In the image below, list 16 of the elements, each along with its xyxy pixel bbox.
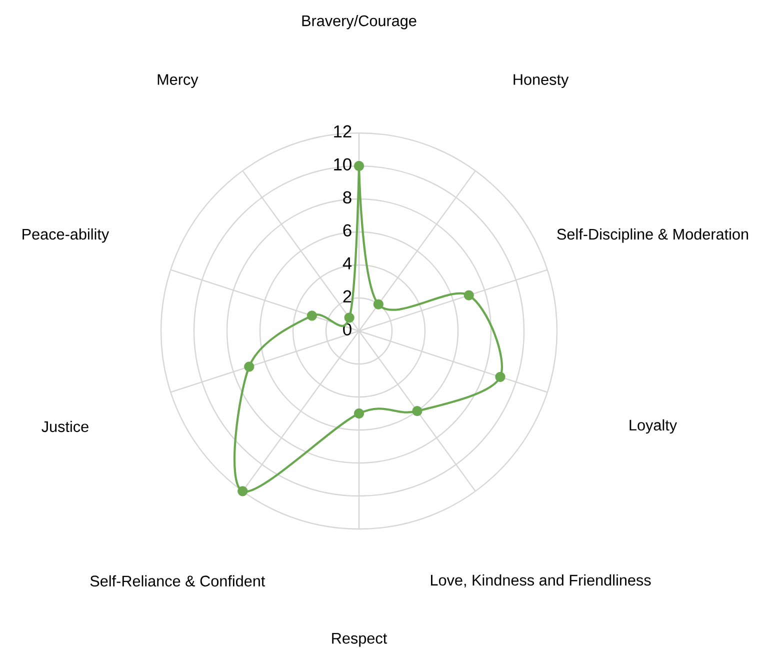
spoke-label: Mercy [158, 74, 198, 88]
spoke-label: Respect [332, 633, 387, 647]
spoke-label: Love, Kindness and Friendliness [431, 574, 651, 588]
spoke-label: Self-Discipline & Moderation [557, 228, 748, 243]
spoke-label: Bravery/Courage [302, 14, 416, 30]
y-tick-label: 8 [343, 191, 352, 204]
spoke-label: Justice [42, 420, 88, 432]
y-tick-label: 2 [343, 290, 352, 302]
spoke-label: Self-Reliance & Confident [90, 575, 266, 587]
spoke-label: Loyalty [630, 419, 678, 434]
y-tick-label: 6 [343, 224, 352, 236]
y-tick-label: 10 [334, 158, 352, 170]
spoke-label: Honesty [514, 74, 569, 88]
y-tick-label: 4 [342, 257, 352, 270]
spoke-label: Peace-ability [22, 228, 110, 243]
y-tick-label: 12 [334, 125, 352, 138]
